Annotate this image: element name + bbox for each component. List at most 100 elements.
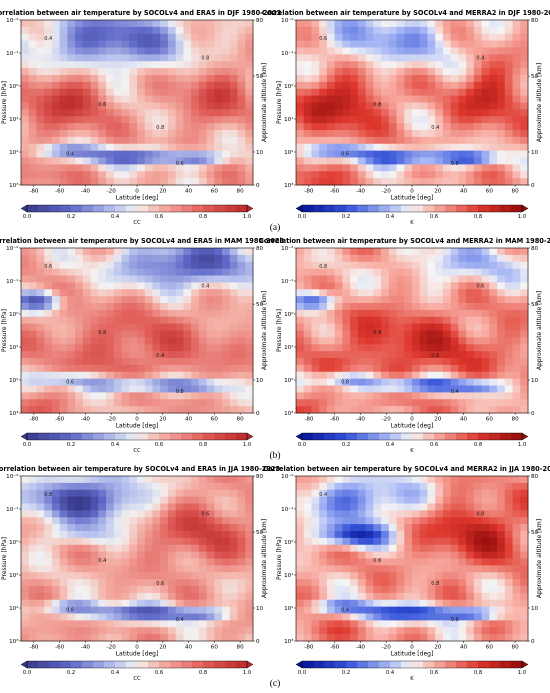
heatmap-cell (206, 254, 215, 263)
contour-label: 0.6 (156, 581, 164, 587)
heatmap-cell (229, 309, 238, 318)
heatmap-cell (28, 268, 37, 276)
colorbar-segment (445, 205, 457, 212)
heatmap-cell (388, 510, 397, 518)
y-tick-label: 10¹ (284, 572, 293, 579)
heatmap-cell (473, 136, 482, 145)
heatmap-cell (466, 378, 475, 386)
heatmap-cell (497, 309, 506, 318)
heatmap-cell (137, 586, 146, 594)
heatmap-cell (450, 524, 459, 532)
heatmap-cell (183, 61, 192, 69)
heatmap-cell (396, 634, 405, 642)
heatmap-cell (466, 316, 475, 325)
heatmap-cell (342, 496, 351, 504)
heatmap-cell (334, 26, 343, 35)
heatmap-cell (311, 20, 320, 28)
y-tick-label: 10¹ (9, 572, 18, 579)
x-axis-label: Latitude [deg] (391, 651, 434, 658)
heatmap-cell (481, 476, 490, 484)
heatmap-cell (137, 620, 146, 628)
heatmap-cell (175, 289, 184, 297)
heatmap-cell (121, 337, 130, 345)
heatmap-cell (36, 40, 45, 48)
heatmap-cell (350, 296, 359, 304)
heatmap-cell (296, 551, 305, 559)
heatmap-cell (183, 586, 192, 594)
heatmap-cell (388, 524, 397, 532)
heatmap-cell (466, 143, 475, 152)
heatmap-cell (129, 613, 138, 621)
heatmap-cell (198, 592, 207, 601)
heatmap-cell (497, 323, 506, 331)
heatmap-cell (183, 75, 192, 83)
heatmap-cell (21, 551, 30, 559)
heatmap-cell (36, 476, 45, 484)
heatmap-cell (303, 620, 312, 628)
heatmap-cell (504, 531, 513, 539)
heatmap-cell (334, 178, 343, 186)
heatmap-cell (388, 358, 397, 366)
heatmap-cell (404, 627, 413, 635)
heatmap-cell (450, 130, 459, 138)
heatmap-cell (121, 268, 130, 276)
heatmap-cell (326, 503, 336, 511)
heatmap-cell (198, 289, 207, 297)
colorbar-tick-label: 1.0 (243, 670, 251, 676)
heatmap-cell (326, 613, 336, 621)
heatmap-cell (75, 254, 84, 263)
heatmap-cell (82, 572, 91, 580)
heatmap-cell (342, 171, 351, 179)
heatmap-cell (175, 143, 184, 152)
heatmap-cell (326, 620, 336, 628)
heatmap-cell (303, 254, 312, 263)
heatmap-cell (404, 572, 413, 580)
y-axis-label: Pressure [hPa] (276, 537, 283, 580)
heatmap-cell (466, 476, 475, 484)
heatmap-cell (183, 261, 192, 270)
heatmap-cell (191, 275, 200, 283)
heatmap-cell (183, 296, 192, 304)
heatmap-cell (222, 123, 231, 131)
heatmap-cell (152, 371, 161, 380)
heatmap-cell (442, 378, 452, 386)
heatmap-cell (222, 136, 231, 145)
colorbar-segment (71, 661, 83, 668)
heatmap-cell (67, 613, 76, 621)
heatmap-cell (229, 606, 238, 614)
heatmap-cell (396, 68, 405, 76)
heatmap-cell (303, 517, 312, 525)
heatmap-cell (512, 385, 521, 393)
colorbar-tick-label: 1.0 (243, 214, 251, 220)
heatmap-cell (504, 592, 513, 601)
heatmap-cell (311, 544, 320, 553)
heatmap-cell (458, 143, 467, 152)
heatmap-cell (504, 358, 513, 366)
y-tick-label: 10³ (9, 410, 18, 417)
heatmap-cell (160, 109, 169, 117)
heatmap-cell (334, 95, 343, 103)
heatmap-cell (129, 579, 138, 587)
heatmap-cell (21, 406, 30, 414)
heatmap-cell (504, 586, 513, 594)
heatmap-cell (113, 537, 122, 546)
heatmap-cell (67, 323, 76, 331)
heatmap-cell (206, 268, 215, 276)
heatmap-cell (350, 150, 359, 158)
heatmap-cell (381, 47, 390, 55)
heatmap-cell (183, 592, 192, 601)
heatmap-cell (342, 337, 351, 345)
heatmap-cell (129, 164, 138, 172)
heatmap-cell (106, 627, 115, 635)
heatmap-cell (497, 109, 506, 117)
heatmap-cell (144, 47, 153, 55)
heatmap-cell (427, 537, 436, 546)
heatmap-cell (419, 344, 428, 352)
heatmap-cell (144, 482, 153, 491)
heatmap-cell (36, 579, 45, 587)
heatmap-cell (222, 323, 231, 331)
heatmap-cell (427, 40, 436, 48)
heatmap-cell (90, 143, 99, 152)
heatmap-cell (419, 476, 428, 484)
heatmap-cell (311, 81, 320, 90)
